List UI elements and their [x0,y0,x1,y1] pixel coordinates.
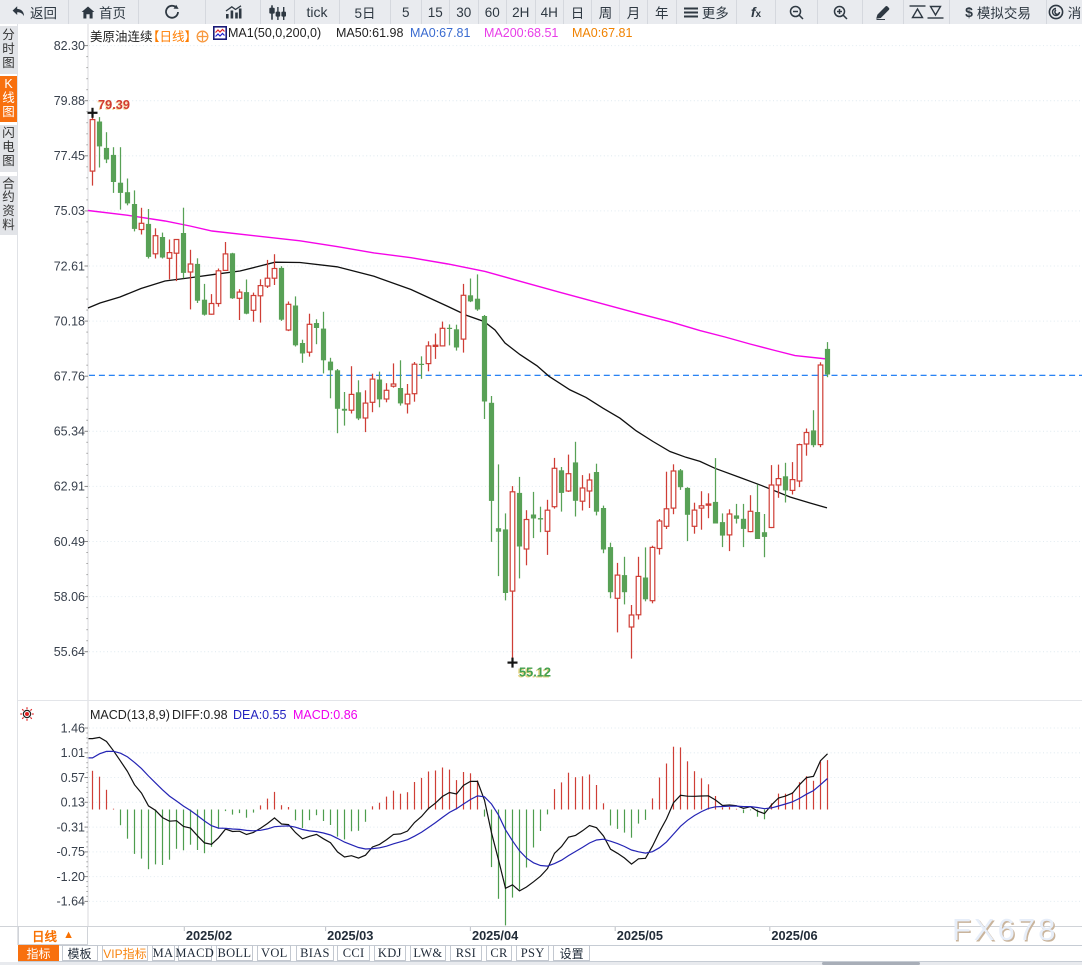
svg-text:1.01: 1.01 [61,746,85,760]
svg-text:79.88: 79.88 [54,94,85,108]
svg-text:55.12: 55.12 [519,665,551,680]
svg-text:72.61: 72.61 [54,259,85,273]
svg-text:0.13: 0.13 [61,796,85,810]
svg-text:82.30: 82.30 [54,39,85,53]
svg-text:2025/02: 2025/02 [186,928,232,943]
svg-text:58.06: 58.06 [54,590,85,604]
svg-text:2025/03: 2025/03 [327,928,373,943]
svg-text:2025/05: 2025/05 [617,928,663,943]
svg-text:79.39: 79.39 [98,97,130,112]
svg-text:77.45: 77.45 [54,149,85,163]
svg-text:55.64: 55.64 [54,645,85,659]
svg-text:-1.64: -1.64 [57,895,86,909]
svg-text:1.46: 1.46 [61,721,85,735]
svg-text:-0.75: -0.75 [57,845,86,859]
svg-text:65.34: 65.34 [54,425,85,439]
svg-text:0.57: 0.57 [61,771,85,785]
svg-text:2025/04: 2025/04 [472,928,519,943]
svg-text:60.49: 60.49 [54,535,85,549]
svg-text:-1.20: -1.20 [57,870,86,884]
svg-text:2025/06: 2025/06 [771,928,817,943]
svg-text:62.91: 62.91 [54,480,85,494]
svg-text:-0.31: -0.31 [57,820,86,834]
svg-text:70.18: 70.18 [54,314,85,328]
svg-text:67.76: 67.76 [54,370,85,384]
svg-text:75.03: 75.03 [54,204,85,218]
